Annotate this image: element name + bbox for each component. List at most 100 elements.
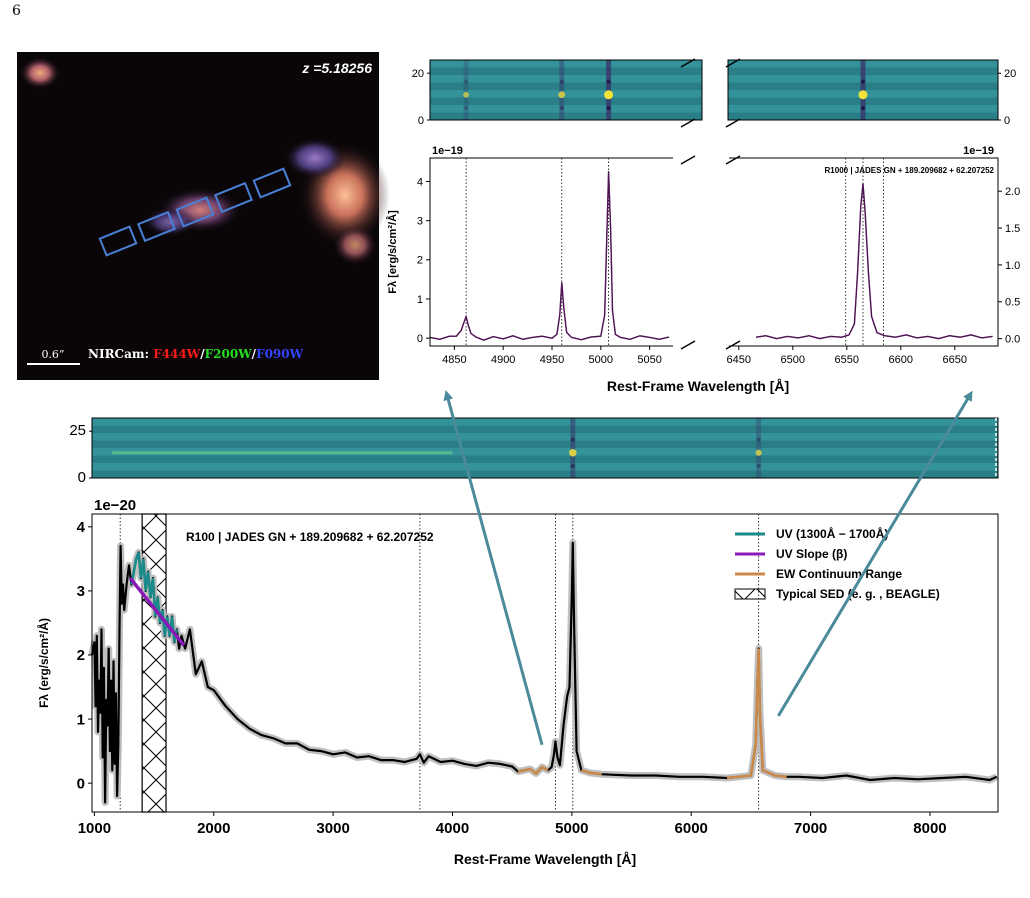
msa-slitlets xyxy=(98,167,292,257)
y-tick-label: 1.5 xyxy=(1005,223,1020,235)
spectrogram-r1000-left-tick-label: 20 xyxy=(412,68,424,80)
spectrogram-r1000-left-line-trace xyxy=(464,106,469,110)
y-tick-label: 2 xyxy=(77,647,85,664)
spectrogram-r1000-right-tick-label: 0 xyxy=(1004,115,1010,127)
legend-label: UV Slope (β) xyxy=(776,547,847,561)
spectrogram-r1000-left-line-trace xyxy=(559,106,564,110)
exponent-label: 1e−19 xyxy=(432,145,463,157)
spectrogram-r1000-left-line-peak xyxy=(604,90,614,100)
y-axis-label: Fλ [erg/s/cm²/Å] xyxy=(386,210,399,294)
spectrogram-r100-line-trace xyxy=(570,418,576,478)
filter-separator: / xyxy=(252,347,257,361)
legend-swatch xyxy=(734,588,766,600)
spectrogram-r100-frame xyxy=(91,417,999,479)
galaxy-blob xyxy=(144,208,196,236)
axis-break xyxy=(725,340,741,350)
ew-continuum-line xyxy=(581,769,602,776)
exponent-label: 1e−20 xyxy=(94,497,136,514)
y-axis-label: Fλ (erg/s/cm²/Å) xyxy=(36,618,51,708)
spectrogram-r100-tick-label: 0 xyxy=(78,469,86,486)
galaxy-blob xyxy=(285,138,345,178)
spectrogram-r1000-left-line-trace xyxy=(606,106,611,110)
axis-break xyxy=(680,155,696,165)
x-tick-label: 5000 xyxy=(555,820,588,837)
uv-range-line xyxy=(130,552,179,643)
spectrogram-r1000-right-line-trace xyxy=(860,60,866,120)
charts: 20 0 20 0 4850 4900 4950 5000 5050 0 1 2 3 4 1e−19 Fλ [… xyxy=(36,58,1021,867)
panel-r100_full: 1000 2000 3000 4000 5000 6000 7000 8000 0 1 2 3 4 1e−… xyxy=(36,497,999,867)
x-tick-label: 4850 xyxy=(442,354,466,366)
y-tick-label: 0.5 xyxy=(1005,297,1020,309)
model-spectrum xyxy=(755,183,993,340)
uv-slope-line xyxy=(128,576,186,647)
spectrogram-r100: 25 0 xyxy=(69,417,999,486)
r1000-x-axis-label: Rest-Frame Wavelength [Å] xyxy=(607,378,789,394)
error-band xyxy=(88,539,999,806)
filter-separator: / xyxy=(200,347,205,361)
spectrogram-r1000-right: 20 0 xyxy=(727,59,1016,127)
spectrogram-r100-line-trace xyxy=(756,437,761,442)
spectrogram-r100-line-trace xyxy=(570,464,575,468)
filter-f200w: F200W xyxy=(205,347,253,361)
x-tick-label: 8000 xyxy=(913,820,946,837)
spectrogram-r1000-left-frame xyxy=(429,59,703,121)
slitlet xyxy=(213,181,254,214)
spectrogram-r1000-right-tick-label: 20 xyxy=(1004,68,1016,80)
y-tick-label: 4 xyxy=(417,176,423,188)
galaxy-blob xyxy=(333,225,377,265)
x-tick-label: 4900 xyxy=(491,354,515,366)
r100-legend: UV (1300Å − 1700Å) UV Slope (β) EW Continu… xyxy=(734,526,940,601)
y-tick-label: 0.0 xyxy=(1005,333,1020,345)
ew-continuum-line xyxy=(726,648,787,780)
axis-break xyxy=(725,118,741,128)
x-tick-label: 6500 xyxy=(781,354,805,366)
x-axis-label: Rest-Frame Wavelength [Å] xyxy=(454,851,636,867)
y-tick-label: 0 xyxy=(77,775,85,792)
x-tick-label: 4950 xyxy=(540,354,564,366)
page-number: 6 xyxy=(12,3,21,19)
spectrogram-r1000-left: 20 0 xyxy=(412,59,703,127)
ew-continuum-line xyxy=(517,765,549,776)
x-tick-label: 5050 xyxy=(637,354,661,366)
x-tick-label: 2000 xyxy=(197,820,230,837)
spectrogram-r100-line-trace xyxy=(756,418,762,478)
spectrogram-r100-line-peak xyxy=(755,449,762,456)
filter-f090w: F090W xyxy=(256,347,304,361)
spectrogram-r1000-left-line-trace xyxy=(606,60,612,120)
slitlet xyxy=(175,196,215,228)
y-tick-label: 2.0 xyxy=(1005,186,1020,198)
y-tick-label: 3 xyxy=(77,583,85,600)
spectrogram-r1000-left-line-peak xyxy=(463,91,469,98)
axis-break xyxy=(725,155,741,165)
panel-r1000_halpha: 6450 6500 6550 6600 6650 0.0 0.5 1.0 1.5 2.0 1e−19… xyxy=(727,145,1021,366)
y-tick-label: 1 xyxy=(417,294,423,306)
spectrogram-r1000-left-line-trace xyxy=(606,79,611,84)
exponent-label: 1e−19 xyxy=(963,145,994,157)
panel-r1000_hbeta_oiii: 4850 4900 4950 5000 5050 0 1 2 3 4 1e−19 Fλ [erg/s/… xyxy=(386,145,675,366)
nircam-image-panel: z =5.18256 0.6” NIRCam: F444W/F200W/F090… xyxy=(17,52,390,380)
spectrogram-r100-line-trace xyxy=(756,464,761,468)
y-tick-label: 4 xyxy=(77,519,86,536)
x-tick-label: 6550 xyxy=(835,354,859,366)
slitlet xyxy=(136,210,177,243)
filter-legend-prefix: NIRCam: xyxy=(88,347,153,361)
spectrum-line xyxy=(429,171,670,341)
slitlet xyxy=(252,167,292,199)
spectrogram-r1000-left-line-trace xyxy=(464,79,469,84)
x-tick-label: 6650 xyxy=(943,354,967,366)
spectrogram-r1000-left-tick-label: 0 xyxy=(418,115,424,127)
legend-label: UV (1300Å − 1700Å) xyxy=(776,526,888,541)
x-tick-label: 6450 xyxy=(727,354,751,366)
spectrogram-r100-line-trace xyxy=(570,437,575,442)
axis-break xyxy=(680,58,696,68)
spectrogram-r1000-left-line-trace xyxy=(463,60,469,120)
zoom-arrow xyxy=(777,390,973,717)
spectrogram-r100-line-peak xyxy=(569,449,577,457)
x-tick-label: 6600 xyxy=(889,354,913,366)
legend-label: EW Continuum Range xyxy=(776,567,902,581)
x-tick-label: 5000 xyxy=(589,354,613,366)
panel-title: R100 | JADES GN + 189.209682 + 62.207252 xyxy=(186,530,434,544)
legend-label: Typical SED (e. g. , BEAGLE) xyxy=(776,587,940,601)
slitlet xyxy=(98,225,138,257)
filter-legend: NIRCam: F444W/F200W/F090W xyxy=(88,347,304,361)
